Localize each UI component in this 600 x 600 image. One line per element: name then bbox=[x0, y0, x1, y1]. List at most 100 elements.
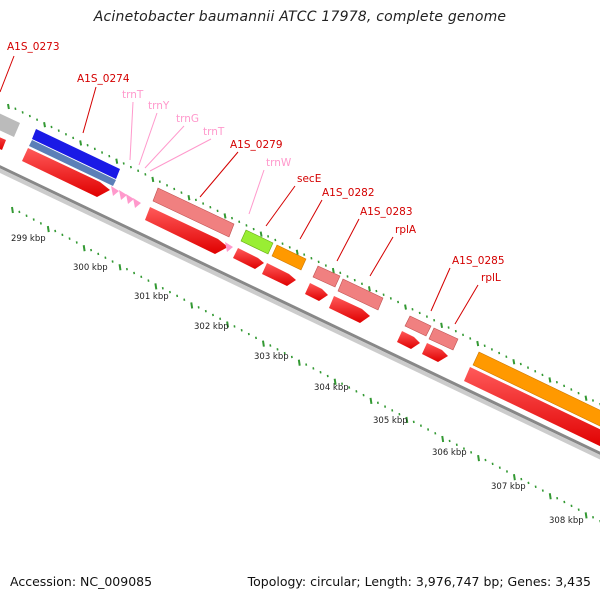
gene-label-trnT-1[interactable]: trnT bbox=[122, 89, 144, 101]
gene-block-blue bbox=[32, 129, 120, 179]
outer-tick bbox=[7, 103, 10, 110]
gene-label-A1S_0273[interactable]: A1S_0273 bbox=[7, 41, 60, 53]
genome-backbone-shadow bbox=[0, 168, 600, 460]
scale-labels-group: 299 kbp 300 kbp 301 kbp 302 kbp 303 kbp … bbox=[11, 234, 584, 526]
scale-label-308: 308 kbp bbox=[549, 516, 584, 526]
outer-tick bbox=[476, 340, 480, 347]
scale-label-306: 306 kbp bbox=[432, 448, 467, 458]
label-leader-line bbox=[299, 199, 323, 240]
gene-arrow-red-0279 bbox=[145, 207, 228, 254]
gene-block-green-trnW bbox=[240, 229, 274, 255]
tick-marks-group bbox=[7, 103, 600, 523]
gene-label-trnT-2[interactable]: trnT bbox=[203, 126, 225, 138]
label-leader-line bbox=[129, 101, 134, 161]
label-leader-line bbox=[265, 185, 296, 227]
outer-tick bbox=[259, 231, 263, 237]
scale-tick bbox=[154, 283, 158, 290]
label-leader-line bbox=[138, 112, 158, 166]
outer-tick bbox=[115, 158, 119, 164]
gene-label-trnG[interactable]: trnG bbox=[176, 113, 199, 125]
scale-label-301: 301 kbp bbox=[134, 292, 169, 302]
label-leader-line bbox=[430, 267, 451, 312]
scale-label-303: 303 kbp bbox=[254, 352, 289, 362]
gene-arrow-red-0282 bbox=[305, 283, 328, 301]
gene-label-rplA[interactable]: rplA bbox=[395, 224, 417, 236]
gene-label-A1S_0279[interactable]: A1S_0279 bbox=[230, 139, 283, 151]
accession-text: Accession: NC_009085 bbox=[10, 574, 153, 589]
scale-tick bbox=[261, 340, 265, 347]
label-leader-line bbox=[248, 169, 265, 215]
scale-tick bbox=[11, 206, 14, 214]
scale-tick bbox=[226, 321, 230, 328]
scale-tick bbox=[369, 397, 373, 405]
gene-arrow-red-secE-a bbox=[233, 248, 264, 269]
scale-tick bbox=[405, 416, 409, 424]
scale-tick bbox=[548, 493, 552, 500]
label-leaders-group bbox=[0, 55, 479, 325]
gene-label-trnW[interactable]: trnW bbox=[266, 157, 292, 169]
gene-arrow-red-0274 bbox=[22, 148, 110, 197]
outer-tick bbox=[79, 140, 83, 146]
genome-summary-text: Topology: circular; Length: 3,976,747 bp… bbox=[247, 574, 591, 589]
outer-tick bbox=[331, 267, 335, 274]
gene-block-orange-secE bbox=[271, 244, 307, 271]
gene-label-rplL[interactable]: rplL bbox=[481, 272, 501, 284]
label-leader-line bbox=[82, 86, 97, 134]
gene-label-A1S_0283[interactable]: A1S_0283 bbox=[360, 206, 413, 218]
outer-tick bbox=[367, 286, 371, 292]
gene-arrow-red-rplL bbox=[422, 343, 448, 362]
outer-tick bbox=[151, 176, 155, 183]
label-leader-line bbox=[199, 151, 239, 198]
gene-block-pink-0285 bbox=[404, 315, 432, 337]
scale-label-305: 305 kbp bbox=[373, 416, 408, 426]
scale-label-302: 302 kbp bbox=[194, 322, 229, 332]
gene-block-pink-0279 bbox=[152, 187, 235, 238]
scale-label-307: 307 kbp bbox=[491, 482, 526, 492]
scale-tick bbox=[584, 512, 588, 519]
gene-block-pink-0283 bbox=[337, 278, 384, 311]
trna-arrow-4 bbox=[133, 198, 141, 208]
scale-tick bbox=[512, 474, 516, 481]
scale-label-304: 304 kbp bbox=[314, 383, 349, 393]
gene-block-steelblue bbox=[29, 140, 116, 186]
outer-tick bbox=[440, 322, 444, 328]
scale-tick bbox=[477, 454, 480, 462]
scale-tick bbox=[82, 245, 86, 252]
backbone-group bbox=[0, 165, 600, 460]
outer-tick bbox=[584, 395, 588, 401]
gene-label-A1S_0274[interactable]: A1S_0274 bbox=[77, 73, 130, 85]
gene-block-pink-0282 bbox=[312, 265, 341, 288]
gene-block-pink-rplL bbox=[428, 327, 459, 351]
scale-tick bbox=[297, 359, 301, 366]
gene-block-orange-large bbox=[472, 351, 600, 427]
label-leader-line bbox=[144, 125, 185, 169]
label-leader-line bbox=[454, 284, 479, 325]
outer-tick bbox=[548, 377, 552, 383]
gene-labels-group: A1S_0273 A1S_0274 trnT trnY trnG trnT A1… bbox=[7, 41, 505, 284]
scale-tick bbox=[190, 302, 194, 309]
label-leader-line bbox=[336, 218, 360, 262]
scale-tick bbox=[118, 264, 122, 271]
gene-block-gray bbox=[0, 113, 20, 137]
scale-tick bbox=[333, 378, 337, 385]
gene-arrow-red-0285 bbox=[397, 331, 420, 349]
gene-arrow-red-secE-b bbox=[262, 263, 296, 286]
outer-tick bbox=[295, 249, 299, 256]
label-leader-line bbox=[149, 138, 212, 172]
gene-label-secE[interactable]: secE bbox=[297, 173, 321, 185]
trna-arrow-1 bbox=[111, 186, 119, 196]
gene-label-trnY[interactable]: trnY bbox=[148, 100, 170, 112]
outer-tick bbox=[512, 359, 516, 365]
outer-tick bbox=[187, 194, 191, 201]
scale-tick bbox=[46, 225, 50, 233]
genome-backbone bbox=[0, 165, 600, 455]
outer-tick bbox=[43, 122, 46, 128]
outer-tick bbox=[223, 213, 227, 219]
trna-arrow-2 bbox=[119, 190, 127, 200]
gene-label-A1S_0285[interactable]: A1S_0285 bbox=[452, 255, 505, 267]
scale-tick bbox=[441, 435, 445, 443]
gene-label-A1S_0282[interactable]: A1S_0282 bbox=[322, 187, 375, 199]
feature-blocks-group bbox=[0, 113, 600, 447]
